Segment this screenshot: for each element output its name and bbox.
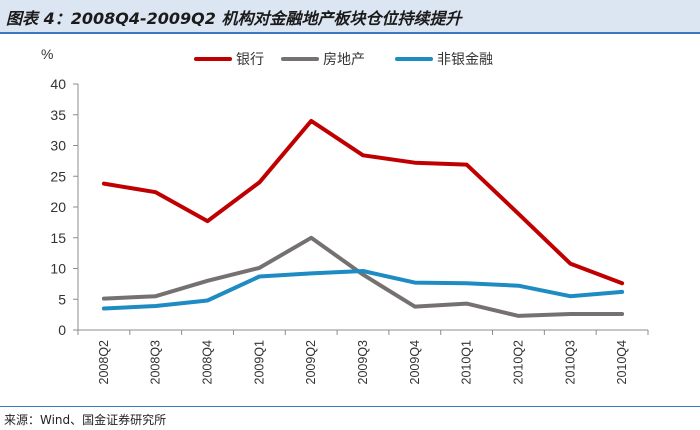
chart-title: 图表 4：2008Q4-2009Q2 机构对金融地产板块仓位持续提升 bbox=[6, 9, 462, 28]
title-bar: 图表 4：2008Q4-2009Q2 机构对金融地产板块仓位持续提升 bbox=[0, 0, 700, 34]
x-tick-label: 2010Q2 bbox=[511, 340, 525, 385]
x-tick-label: 2009Q3 bbox=[356, 340, 370, 385]
x-tick-label: 2008Q3 bbox=[149, 340, 163, 385]
line-chart: % 银行 房地产 非银金融 0 5 10 15 20 25 30 35 40 2008Q2 2008Q3… bbox=[41, 46, 649, 385]
legend: 银行 房地产 非银金融 bbox=[194, 52, 493, 68]
axes: 0 5 10 15 20 25 30 35 40 2008Q2 2008Q3 2008Q4 2009Q1… bbox=[50, 76, 649, 385]
y-tick-label: 0 bbox=[58, 322, 66, 338]
series-line-1 bbox=[101, 118, 625, 286]
y-tick-label: 40 bbox=[50, 76, 66, 92]
x-tick-label: 2010Q1 bbox=[460, 340, 474, 385]
x-tick-label: 2009Q1 bbox=[252, 340, 266, 385]
y-axis-unit-label: % bbox=[41, 46, 53, 62]
y-tick-label: 35 bbox=[50, 107, 66, 123]
y-tick-label: 30 bbox=[50, 138, 66, 154]
y-tick-label: 25 bbox=[50, 168, 66, 184]
x-tick-label: 2009Q4 bbox=[408, 340, 422, 385]
legend-label-2: 房地产 bbox=[323, 52, 365, 68]
series-group bbox=[101, 118, 625, 318]
source-note: 来源：Wind、国金证券研究所 bbox=[4, 413, 167, 427]
x-tick-label: 2009Q2 bbox=[304, 340, 318, 385]
x-tick-label: 2010Q4 bbox=[615, 340, 629, 385]
source-bar: 来源：Wind、国金证券研究所 bbox=[0, 406, 700, 430]
y-tick-label: 10 bbox=[50, 261, 66, 277]
x-tick-label: 2008Q4 bbox=[201, 340, 215, 385]
x-tick-label: 2010Q3 bbox=[563, 340, 577, 385]
series-line-2 bbox=[101, 235, 625, 318]
x-tick-label: 2008Q2 bbox=[97, 340, 111, 385]
y-tick-label: 20 bbox=[50, 199, 66, 215]
series-line-3 bbox=[101, 269, 625, 311]
y-tick-label: 5 bbox=[58, 291, 66, 307]
legend-label-1: 银行 bbox=[236, 52, 264, 68]
legend-label-3: 非银金融 bbox=[437, 52, 493, 68]
y-tick-label: 15 bbox=[50, 230, 66, 246]
